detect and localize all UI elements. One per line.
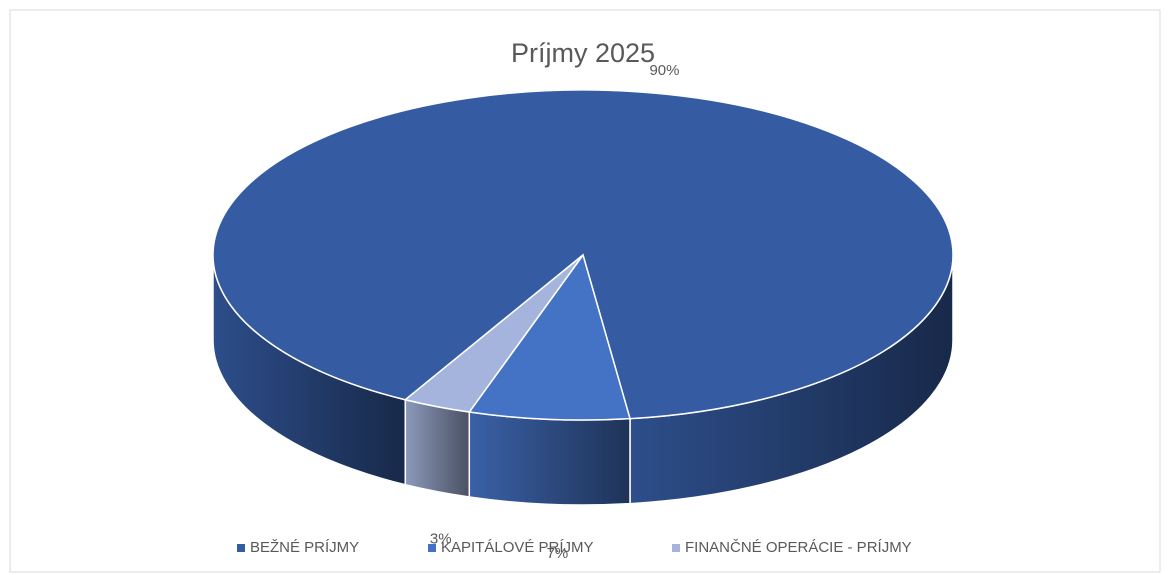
legend-swatch [237,544,245,552]
legend-label: FINANČNÉ OPERÁCIE - PRÍJMY [685,539,912,556]
data-label: 3% [430,531,452,548]
chart-title: Príjmy 2025 [511,38,655,68]
data-label: 7% [547,545,569,562]
data-label: 90% [649,62,679,79]
slice-side [404,398,471,498]
legend-label: BEŽNÉ PRÍJMY [250,539,359,556]
slice [467,253,631,421]
legend-swatch [428,544,436,552]
slice-side [468,411,631,506]
legend-swatch [672,544,680,552]
slice [403,254,584,413]
legend-label: KAPITÁLOVÉ PRÍJMY [441,539,594,556]
